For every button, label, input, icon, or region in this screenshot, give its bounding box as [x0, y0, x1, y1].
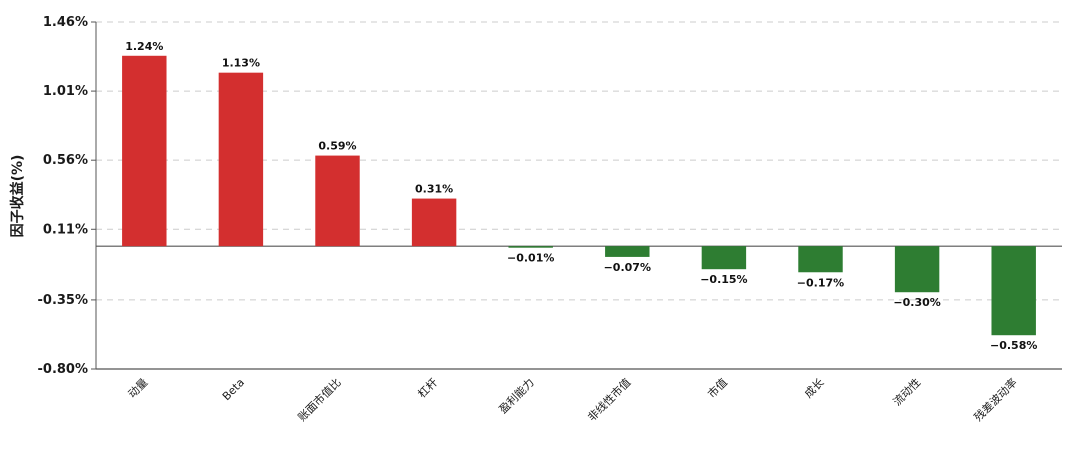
x-tick-label: 残差波动率 — [971, 375, 1020, 424]
bar — [508, 246, 553, 248]
bar — [218, 72, 264, 247]
bar — [701, 246, 747, 270]
x-tick-label: 账面市值比 — [295, 375, 344, 424]
data-label: −0.01% — [507, 252, 554, 265]
bar — [894, 246, 940, 293]
data-label: 1.13% — [222, 57, 260, 70]
x-tick-label: 市值 — [705, 375, 730, 400]
gridlines — [96, 21, 1062, 301]
data-label: −0.07% — [604, 261, 651, 274]
data-label: −0.17% — [797, 276, 844, 289]
bar — [798, 246, 843, 273]
y-tick-label: 1.46% — [43, 15, 88, 30]
data-label: 1.24% — [125, 40, 163, 53]
bar — [411, 198, 457, 247]
data-label: 0.31% — [415, 183, 453, 196]
y-tick-label: 0.56% — [43, 153, 88, 168]
y-tick-label: 1.01% — [43, 84, 88, 99]
data-label: −0.30% — [893, 296, 940, 309]
x-tick-label: 动量 — [126, 376, 151, 401]
bar — [991, 246, 1036, 336]
bar — [122, 55, 167, 247]
bars — [122, 55, 1036, 336]
x-tick-label: Beta — [220, 376, 247, 403]
y-tick-label: -0.80% — [38, 362, 89, 377]
x-tick-label: 非线性市值 — [585, 375, 634, 424]
data-label: −0.58% — [990, 339, 1037, 352]
x-tick-label: 成长 — [802, 376, 827, 401]
y-tick-label: -0.35% — [38, 293, 89, 308]
labels: 1.46% 1.01% 0.56% 0.11% -0.35% -0.80% 1.24% 动量 1… — [38, 15, 1038, 424]
data-label: 0.59% — [318, 140, 356, 153]
y-tick-label: 0.11% — [43, 222, 88, 237]
y-axis-label: 因子收益(%) — [9, 155, 26, 238]
x-tick-label: 盈利能力 — [496, 375, 537, 416]
x-tick-label: 杠杆 — [415, 375, 440, 400]
bar — [605, 246, 650, 257]
x-tick-label: 流动性 — [890, 375, 923, 408]
bar — [315, 155, 360, 247]
data-label: −0.15% — [700, 273, 747, 286]
